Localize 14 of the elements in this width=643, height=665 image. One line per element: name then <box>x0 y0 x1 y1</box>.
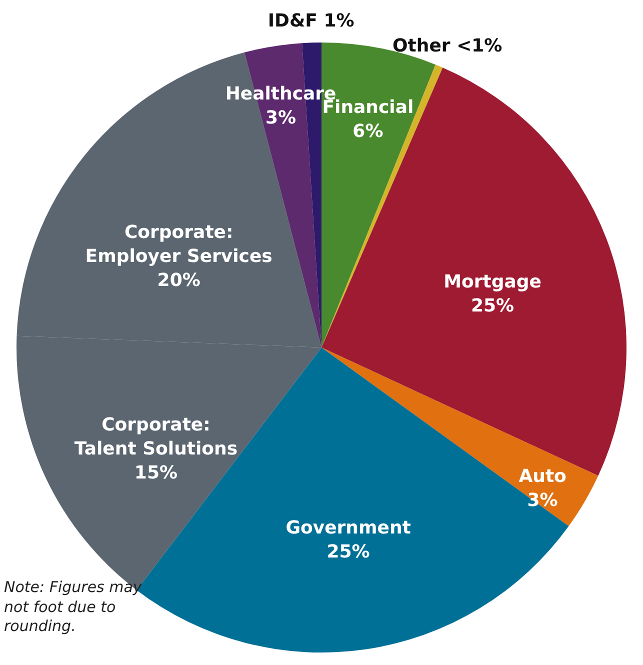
slice-label: Government <box>286 518 412 539</box>
data-label: 25% <box>326 542 370 563</box>
data-label: 25% <box>470 295 514 316</box>
slice-label: Corporate: Employer Services <box>85 222 272 267</box>
data-label: 6% <box>352 120 384 142</box>
data-label: 3% <box>527 490 558 512</box>
slice-label: Auto <box>518 466 566 488</box>
slice-label: Other <1% <box>392 35 502 56</box>
data-label: 15% <box>134 462 178 484</box>
slice-label: ID&F 1% <box>268 10 354 32</box>
data-label: 3% <box>265 108 296 129</box>
slice-label: Mortgage <box>444 271 542 292</box>
data-label: 20% <box>157 270 200 291</box>
slice-label: Corporate: Talent Solutions <box>74 414 238 460</box>
